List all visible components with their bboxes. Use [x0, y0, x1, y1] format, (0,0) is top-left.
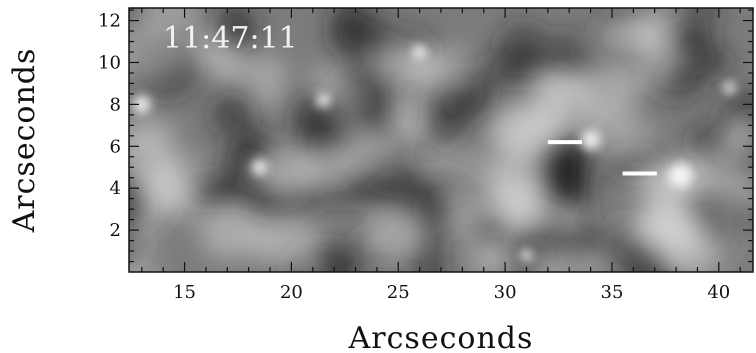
granule-blob	[502, 179, 536, 237]
y-tick-label: 6	[110, 136, 121, 157]
granule-blob	[581, 112, 656, 164]
granule-blob	[247, 52, 287, 108]
granule-blob	[527, 64, 594, 102]
granule-blob	[417, 144, 483, 196]
dark-lane-blob	[484, 50, 539, 84]
y-axis: 2 4 6 8 10 12	[98, 9, 753, 263]
bright-point	[668, 163, 693, 188]
y-tick-label: 8	[110, 94, 121, 115]
granule-blob	[698, 167, 753, 224]
x-tick-label: 40	[707, 282, 730, 303]
dark-lane-blob	[428, 90, 465, 148]
dark-lane-blob	[212, 96, 253, 134]
granule-blob	[496, 120, 555, 162]
granule-blob	[662, 228, 717, 272]
granule-blob	[630, 65, 677, 95]
y-tick-label: 4	[110, 178, 121, 199]
granule-blob	[533, 241, 606, 272]
granule-blob	[129, 26, 184, 81]
x-tick-label: 15	[173, 282, 196, 303]
granule-blob	[371, 37, 433, 85]
granule-blob	[293, 256, 328, 272]
granule-blob	[359, 210, 430, 264]
bright-point	[251, 159, 268, 176]
bright-point	[520, 249, 533, 262]
x-tick-label: 25	[387, 282, 410, 303]
granulation-image	[129, 8, 753, 272]
bright-point	[580, 130, 601, 150]
dark-lane-blob	[330, 8, 374, 57]
bright-point	[132, 95, 151, 114]
granule-blob	[129, 213, 166, 247]
granule-blob	[502, 101, 565, 128]
granule-blob	[630, 8, 677, 55]
granule-blob	[468, 246, 516, 272]
granule-blob	[129, 245, 158, 272]
granule-blob	[554, 202, 587, 232]
bright-point	[723, 81, 736, 94]
bright-granules	[129, 8, 753, 272]
granule-blob	[198, 202, 263, 260]
x-tick-label: 20	[280, 282, 303, 303]
granule-blob	[582, 61, 634, 123]
granule-blob	[160, 154, 212, 197]
x-axis-title: Arcseconds	[348, 321, 534, 353]
y-tick-label: 2	[110, 220, 121, 241]
granule-blob	[235, 153, 295, 196]
dark-lane-blob	[361, 166, 424, 206]
dark-lane-blob	[215, 8, 256, 53]
feature-markers	[547, 140, 657, 176]
granule-blob	[309, 65, 345, 104]
x-axis: 15 20 25 30 35 40	[141, 8, 741, 303]
x-tick-label: 30	[494, 282, 517, 303]
granule-blob	[296, 141, 357, 192]
granule-blob	[442, 184, 484, 242]
granule-blob	[250, 215, 324, 267]
bright-points	[132, 45, 736, 262]
dark-lane-blob	[686, 8, 721, 28]
granule-blob	[390, 98, 425, 146]
bright-point	[412, 45, 427, 59]
y-tick-label: 10	[98, 52, 121, 73]
x-tick-label: 35	[601, 282, 624, 303]
y-tick-label: 12	[98, 11, 121, 32]
granule-blob	[590, 244, 627, 272]
timestamp-label: 11:47:11	[163, 21, 298, 56]
y-axis-title: Arcseconds	[7, 48, 42, 234]
granule-blob	[190, 27, 225, 71]
bright-point	[316, 93, 331, 108]
granule-blob	[719, 111, 753, 157]
dark-lane-blob	[413, 250, 445, 272]
